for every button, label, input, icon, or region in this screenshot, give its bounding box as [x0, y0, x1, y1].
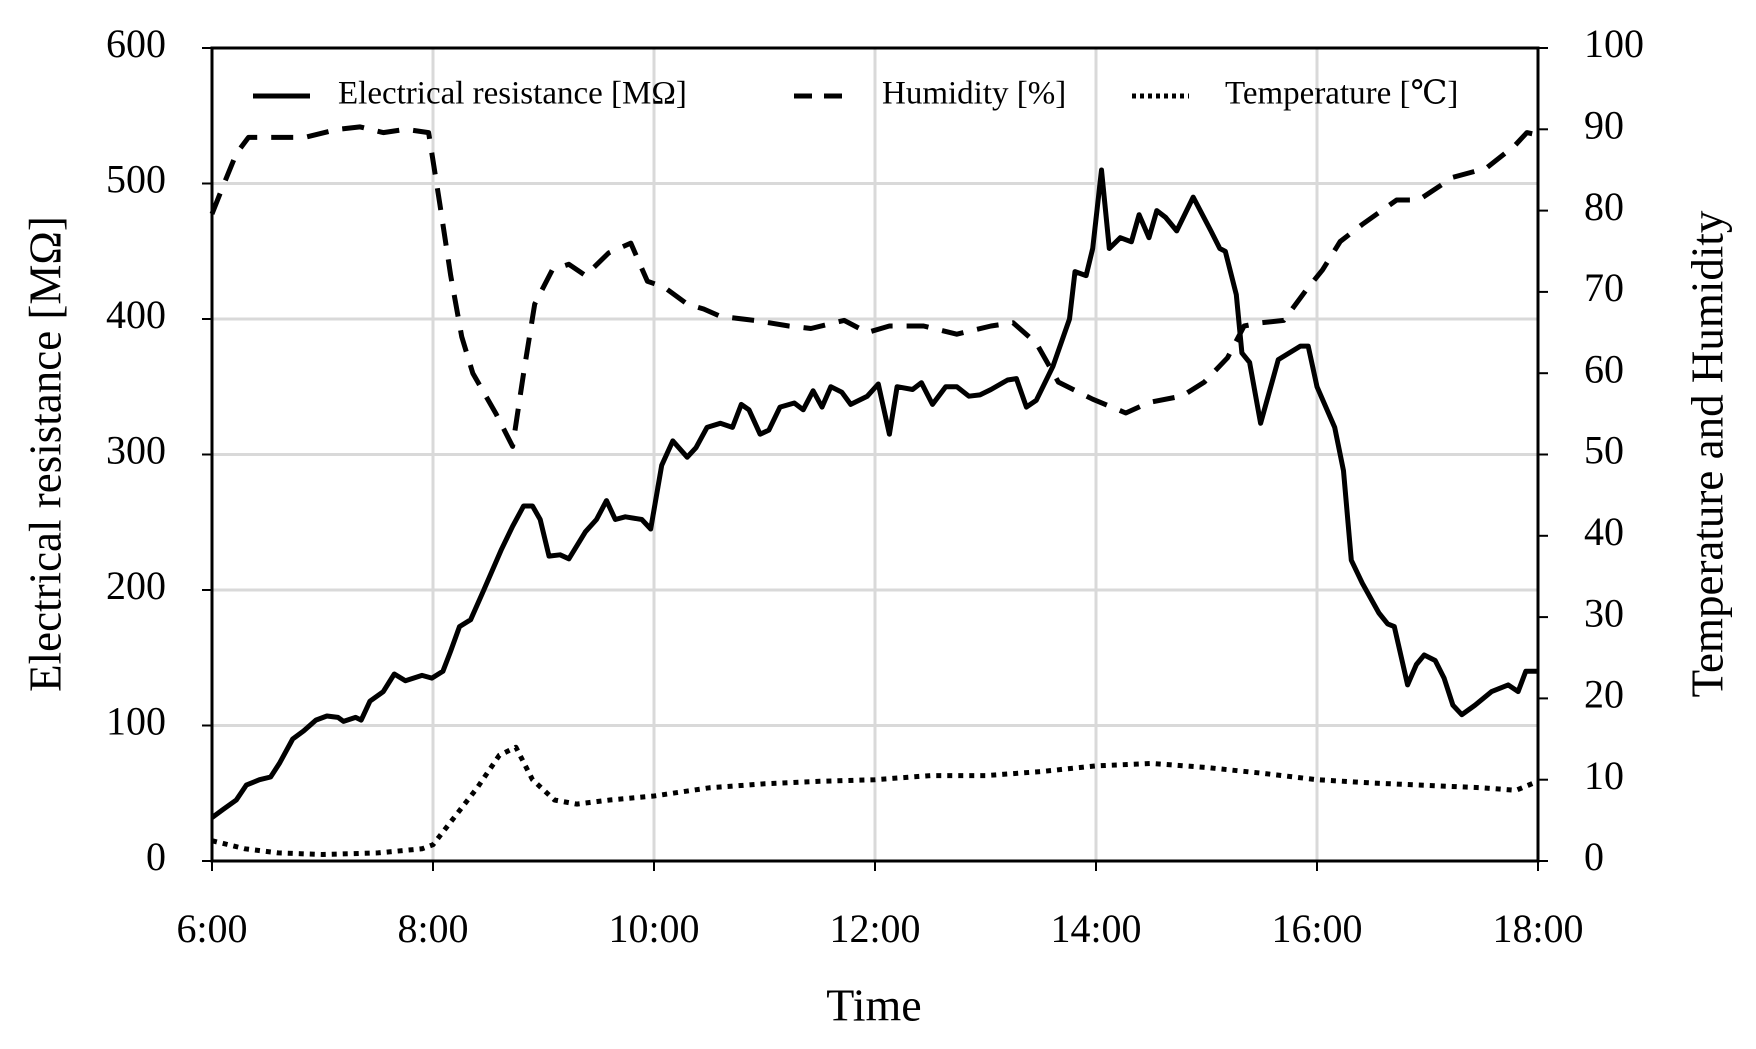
axes: 6:00 8:00 10:00 12:00 14:00 16:00 18:000100200… — [106, 21, 1644, 951]
y-tick-label: 200 — [106, 563, 166, 608]
y2-tick-label: 0 — [1584, 834, 1604, 879]
y-axis-label: Electrical resistance [MΩ] — [20, 216, 70, 692]
x-tick-label: 6:00 — [176, 906, 247, 951]
y2-axis-label: Temperature and Humidity — [1682, 210, 1732, 697]
y2-tick-label: 80 — [1584, 184, 1624, 229]
y-tick-label: 100 — [106, 699, 166, 744]
x-tick-label: 8:00 — [397, 906, 468, 951]
x-axis-label: Time — [826, 980, 921, 1031]
plot-lines — [209, 124, 1539, 857]
data-line — [211, 744, 1539, 857]
y2-tick-label: 70 — [1584, 265, 1624, 310]
x-tick-label: 14:00 — [1050, 906, 1141, 951]
y2-tick-label: 30 — [1584, 590, 1624, 635]
legend-label: Humidity [%] — [882, 76, 1066, 112]
y-tick-label: 600 — [106, 21, 166, 66]
x-tick-label: 12:00 — [829, 906, 920, 951]
data-line — [210, 167, 1538, 820]
y-tick-label: 300 — [106, 428, 166, 473]
y2-tick-label: 100 — [1584, 21, 1644, 66]
y2-tick-label: 50 — [1584, 428, 1624, 473]
legend-label: Temperature [℃] — [1225, 76, 1458, 112]
y-tick-label: 0 — [146, 834, 166, 879]
y-tick-label: 500 — [106, 157, 166, 202]
x-tick-label: 10:00 — [608, 906, 699, 951]
x-tick-label: 16:00 — [1271, 906, 1362, 951]
y2-tick-label: 90 — [1584, 102, 1624, 147]
legend-label: Electrical resistance [MΩ] — [338, 76, 687, 112]
y2-tick-label: 40 — [1584, 509, 1624, 554]
y-tick-label: 400 — [106, 292, 166, 337]
y2-tick-label: 60 — [1584, 346, 1624, 391]
plot-frame — [210, 46, 1540, 863]
y2-tick-label: 10 — [1584, 753, 1624, 798]
data-line — [209, 124, 1539, 449]
y2-tick-label: 20 — [1584, 672, 1624, 717]
x-tick-label: 18:00 — [1492, 906, 1583, 951]
